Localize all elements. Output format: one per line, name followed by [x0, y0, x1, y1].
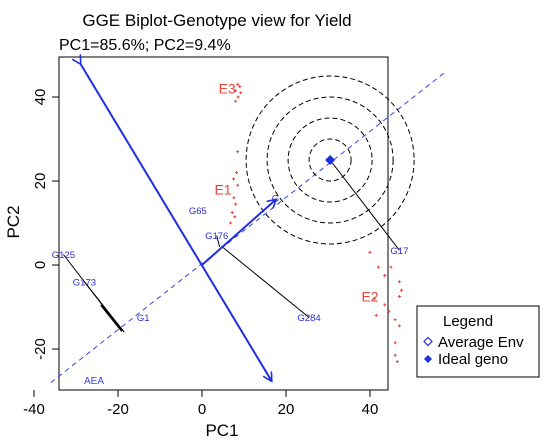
environment-point	[395, 360, 399, 364]
environment-point	[234, 89, 238, 93]
projection-line	[221, 245, 310, 318]
environment-point	[393, 341, 397, 345]
environment-point	[383, 303, 387, 307]
genotype-label: G1	[137, 313, 150, 324]
plot-frame	[58, 56, 389, 391]
x-tick-label: 0	[198, 401, 206, 418]
environment-point	[233, 215, 237, 219]
environment-point	[232, 177, 235, 181]
ideal-genotype-marker	[325, 155, 336, 165]
environment-point	[238, 85, 242, 88]
genotype-label: G	[272, 193, 279, 204]
x-tick-label: -20	[107, 401, 129, 418]
environment-point	[368, 250, 372, 254]
environment-point	[383, 274, 387, 277]
projection-line	[329, 159, 400, 251]
chart-title: GGE Biplot-Genotype view for Yield	[82, 11, 351, 30]
legend-filled-diamond-icon	[424, 355, 432, 363]
environment-point	[229, 221, 233, 225]
legend: Legend Average Env Ideal geno	[416, 305, 540, 378]
legend-title: Legend	[443, 313, 493, 330]
environment-point	[397, 295, 401, 298]
genotype-label: G125	[52, 250, 75, 261]
legend-open-diamond-icon	[423, 336, 433, 347]
legend-item-average-env: Average Env	[438, 334, 524, 351]
legend-item-ideal-geno: Ideal geno	[438, 351, 508, 368]
x-tick-label: 40	[362, 401, 379, 418]
environment-point	[230, 211, 234, 214]
aea-line	[50, 71, 446, 383]
environment-point	[232, 196, 236, 200]
genotype-label: G176	[205, 231, 228, 242]
environment-point	[397, 280, 401, 284]
concentric-circle	[266, 96, 394, 224]
environment-point	[236, 82, 240, 86]
chart-subtitle: PC1=85.6%; PC2=9.4%	[59, 37, 231, 54]
x-tick-label: -40	[23, 401, 45, 418]
legend-box	[416, 305, 540, 378]
aea-label: AEA	[84, 376, 104, 387]
y-tick-label: -20	[32, 338, 49, 360]
environment-point	[234, 171, 238, 175]
environment-point	[236, 95, 240, 99]
environment-point	[374, 313, 378, 317]
environment-point	[400, 288, 403, 292]
environment-label: E3	[219, 81, 236, 97]
y-tick-label: 20	[32, 173, 49, 190]
environment-point	[397, 324, 401, 328]
pc-double-arrow	[80, 63, 271, 380]
environment-point	[372, 297, 376, 301]
x-tick-label: 20	[278, 401, 295, 418]
environment-point	[236, 183, 240, 187]
y-axis-label: PC2	[4, 205, 23, 238]
concentric-circle	[308, 138, 352, 182]
aec-vector-arrow	[201, 200, 276, 266]
concentric-circle	[245, 75, 415, 245]
y-tick-label: 0	[32, 261, 49, 269]
environment-point	[234, 202, 238, 206]
environment-point	[376, 265, 380, 269]
environment-point	[389, 265, 393, 269]
environment-point	[393, 318, 397, 322]
concentric-circle	[287, 117, 373, 203]
environment-label: E1	[214, 181, 231, 197]
genotype-label: G65	[189, 206, 207, 217]
environment-point	[393, 353, 397, 357]
environment-label: E2	[361, 289, 378, 305]
genotype-label: G17	[390, 246, 408, 257]
x-axis-label: PC1	[205, 421, 238, 440]
environment-point	[236, 150, 240, 154]
genotype-label: G173	[73, 277, 96, 288]
y-tick-label: 40	[32, 89, 49, 106]
genotype-label: G284	[297, 313, 320, 324]
environment-point	[387, 309, 391, 313]
environment-point	[239, 91, 243, 95]
environment-point	[234, 99, 238, 103]
projection-line-thick	[100, 304, 124, 332]
